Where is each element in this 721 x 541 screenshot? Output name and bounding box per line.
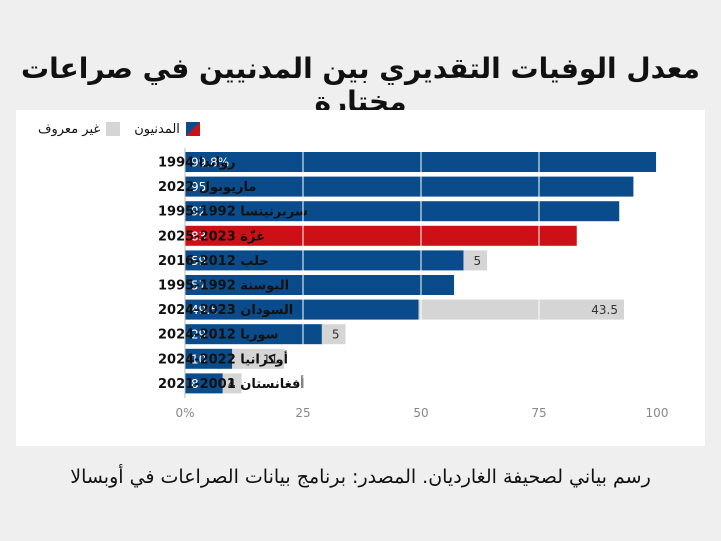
chart-legend: المدنيون غير معروف: [38, 118, 200, 140]
bar-unknown: [321, 324, 346, 345]
bar-unknown: [232, 348, 285, 369]
legend-label-civilians: المدنيون: [134, 121, 180, 137]
bar-unknown: [222, 373, 242, 394]
bar-value-label-civilians: 8: [191, 377, 199, 391]
x-tick-label: 75: [531, 406, 546, 420]
x-tick-label: 25: [295, 406, 310, 420]
bar-value-label-unknown: 5: [332, 328, 340, 342]
bar-civilians: [185, 299, 419, 320]
category-label: سربرنيتسا 1992-1995: [158, 205, 308, 220]
bar-value-label-civilians: 57: [191, 279, 206, 293]
bar-civilians: [185, 176, 634, 197]
bar-value-label-civilians: 29: [191, 328, 206, 342]
bar-civilians: [185, 250, 464, 271]
category-label: ماريوبول 2022: [158, 180, 256, 195]
legend-swatch-civilians: [185, 122, 200, 136]
bar-unknown: [463, 250, 488, 271]
category-label: السودان 2023-2024: [158, 303, 293, 318]
x-tick-label: 0%: [175, 406, 194, 420]
bar-civilians: [185, 373, 223, 394]
bar-value-label-civilians: 95: [191, 180, 206, 194]
chart-title: معدل الوفيات التقديري بين المدنيين في صر…: [21, 52, 700, 118]
bar-value-label-unknown: 11: [263, 352, 278, 366]
legend-item-unknown: غير معروف: [38, 121, 121, 137]
bar-civilians: [185, 201, 620, 222]
bar-value-label-unknown: 4: [228, 377, 236, 391]
category-label: رواندا 1994: [158, 156, 236, 171]
bar-value-label-civilians: 83: [191, 229, 206, 243]
legend-item-civilians: المدنيون: [134, 122, 200, 137]
bar-value-label-civilians: 92: [191, 205, 206, 219]
bar-value-label-unknown: 43.5: [591, 303, 618, 317]
bar-civilians: [185, 348, 233, 369]
bar-value-label-civilians: 10: [191, 352, 206, 366]
x-tick-label: 50: [413, 406, 428, 420]
category-label: البوسنة 1992-1995: [158, 279, 289, 294]
chart-source-note: رسم بياني لصحيفة الغارديان. المصدر: برنا…: [70, 466, 651, 488]
bar-value-label-civilians: 59: [191, 254, 206, 268]
legend-label-unknown: غير معروف: [38, 121, 101, 137]
bar-value-label-civilians: 49.5: [191, 303, 218, 317]
category-label: أفغانستان 2001-2021: [158, 375, 305, 392]
bar-value-label-unknown: 5: [473, 254, 481, 268]
category-label: أوكرانيا 2022-2024: [158, 350, 288, 367]
category-label: غزّة 2023-2025: [158, 229, 265, 244]
category-label: سوريا 2012-2024: [158, 328, 279, 343]
x-tick-label: 100: [646, 406, 669, 420]
bar-civilians: [185, 225, 577, 246]
bar-value-label-civilians: 99.8%: [191, 156, 229, 170]
bar-civilians: [185, 275, 455, 295]
bar-civilians: [185, 324, 322, 345]
bar-unknown: [418, 299, 624, 320]
category-label: حلب 2012-2016: [158, 254, 269, 269]
legend-swatch-unknown: [106, 122, 121, 136]
